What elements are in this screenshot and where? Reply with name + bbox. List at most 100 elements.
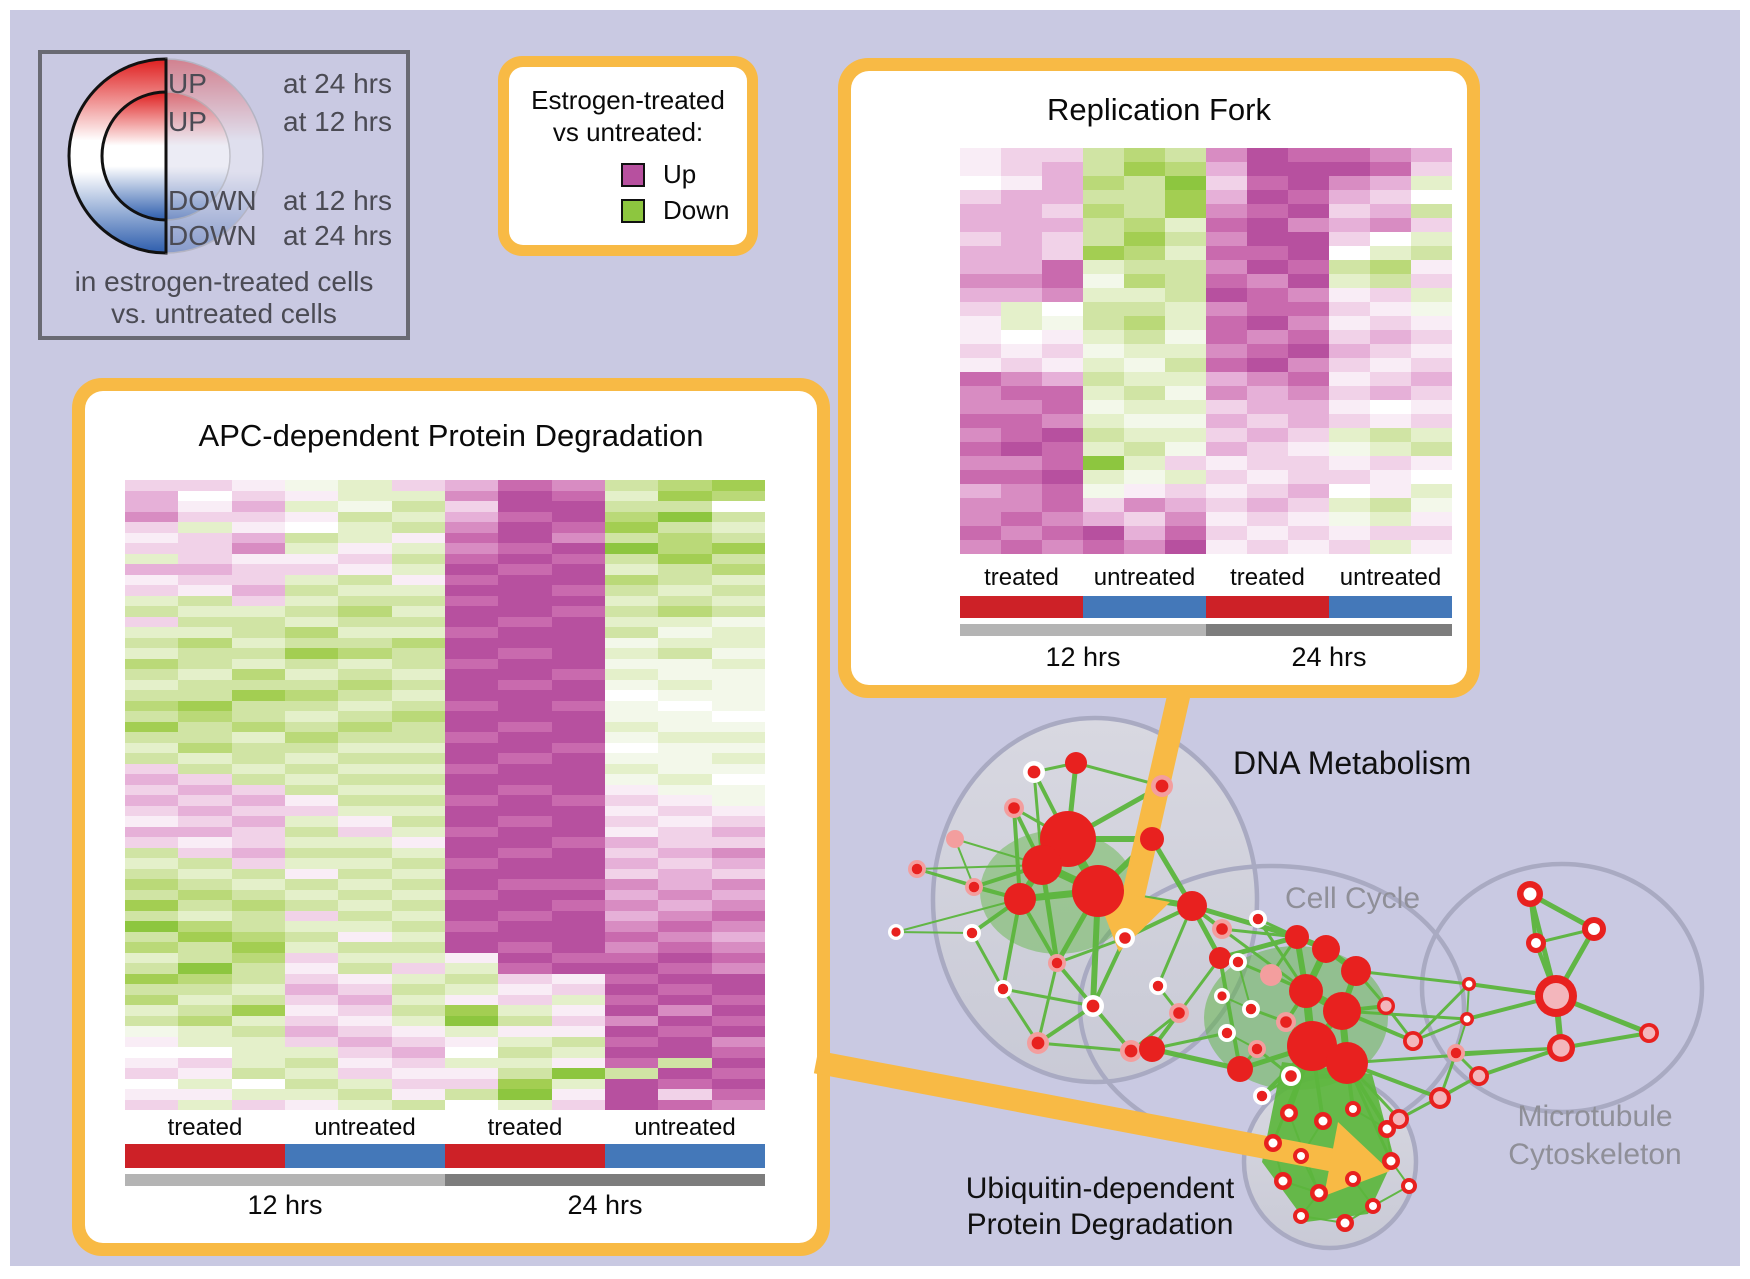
- heatmap-cell: [338, 963, 392, 974]
- heatmap-cell: [551, 994, 605, 1005]
- network-edge: [1308, 1007, 1346, 1050]
- heatmap-cell: [1083, 386, 1124, 400]
- network-edge: [1345, 1061, 1393, 1163]
- heatmap-cell: [284, 858, 339, 869]
- heatmap-cell: [284, 1036, 339, 1047]
- heatmap-cell: [125, 889, 179, 900]
- heatmap-cell: [1370, 218, 1411, 232]
- heatmap-cell: [1411, 162, 1452, 176]
- heatmap-cell: [551, 700, 605, 711]
- heatmap-cell: [1083, 456, 1124, 470]
- network-edge: [954, 838, 1043, 866]
- heatmap-cell: [1001, 470, 1042, 484]
- heatmap-cell: [231, 826, 285, 837]
- direction-label: DOWN: [168, 220, 257, 251]
- inner-ring-left-saturated: [100, 90, 168, 222]
- heatmap-cell: [125, 900, 179, 911]
- heatmap-cell: [604, 522, 659, 533]
- heatmap-cell: [1042, 176, 1083, 190]
- heatmap-cell: [604, 931, 659, 942]
- network-node: [1031, 1036, 1045, 1050]
- heatmap-cell: [498, 522, 552, 533]
- heatmap-cell: [178, 543, 232, 554]
- heatmap-cell: [1083, 512, 1124, 526]
- heatmap-cell: [1288, 260, 1329, 274]
- heatmap-cell: [1411, 386, 1452, 400]
- network-edge: [1237, 1043, 1315, 1072]
- heatmap-cell: [178, 511, 232, 522]
- heatmap-cell: [604, 721, 659, 732]
- heatmap-cell: [498, 669, 552, 680]
- heatmap-cell: [338, 816, 392, 827]
- network-edge: [970, 897, 1022, 935]
- heatmap-cell: [498, 532, 552, 543]
- heatmap-cell: [960, 148, 1001, 162]
- heatmap-cell: [391, 1015, 445, 1026]
- figure-background: UP at 24 hrs UP at 12 hrs DOWN at 12 hrs…: [10, 10, 1740, 1266]
- heatmap-cell: [444, 973, 499, 984]
- heatmap-cell: [178, 816, 232, 827]
- network-edge: [1032, 761, 1078, 774]
- heatmap-cell: [960, 162, 1001, 176]
- heatmap-cell: [658, 973, 712, 984]
- heatmap-cell: [1206, 330, 1247, 344]
- heatmap-cell: [178, 627, 232, 638]
- heatmap-cell: [1206, 470, 1247, 484]
- heatmap-cell: [1124, 176, 1165, 190]
- heatmap-cell: [1411, 316, 1452, 330]
- network-edge: [1288, 1112, 1320, 1194]
- heatmap-cell: [391, 574, 445, 585]
- heatmap-cell: [1329, 512, 1370, 526]
- heatmap-cell: [1165, 190, 1206, 204]
- heatmap-cell: [231, 637, 285, 648]
- heatmap-cell: [711, 753, 765, 764]
- heatmap-cell: [284, 700, 339, 711]
- heatmap-cell: [711, 795, 765, 806]
- heatmap-cell: [1124, 218, 1165, 232]
- heatmap-cell: [125, 543, 179, 554]
- time-bar-12hrs: [960, 624, 1206, 636]
- heatmap-cell: [1329, 470, 1370, 484]
- heatmap-cell: [604, 511, 659, 522]
- heatmap-cell: [1083, 176, 1124, 190]
- network-edge: [1156, 904, 1194, 988]
- heatmap-cell: [551, 648, 605, 659]
- replication-time-labels: 12 hrs 24 hrs: [960, 642, 1452, 672]
- heatmap-cell: [444, 889, 499, 900]
- heatmap-cell: [498, 1036, 552, 1047]
- network-edge: [1255, 1047, 1293, 1078]
- heatmap-cell: [711, 669, 765, 680]
- heatmap-cell: [391, 532, 445, 543]
- heatmap-cell: [231, 795, 285, 806]
- heatmap-cell: [1370, 162, 1411, 176]
- heatmap-cell: [178, 994, 232, 1005]
- heatmap-cell: [1370, 386, 1411, 400]
- network-edge: [1238, 1047, 1259, 1071]
- heatmap-cell: [178, 942, 232, 953]
- network-edge: [1129, 1047, 1154, 1053]
- heatmap-cell: [231, 553, 285, 564]
- time-label: at 12 hrs: [283, 106, 392, 137]
- heatmap-cell: [498, 627, 552, 638]
- heatmap-cell: [604, 595, 659, 606]
- legend-item-down: Down: [621, 195, 729, 226]
- heatmap-cell: [1165, 218, 1206, 232]
- heatmap-cell: [1124, 498, 1165, 512]
- heatmap-cell: [658, 963, 712, 974]
- heatmap-cell: [125, 1068, 179, 1079]
- heatmap-cell: [1165, 260, 1206, 274]
- heatmap-cell: [231, 994, 285, 1005]
- network-node: [1027, 765, 1041, 779]
- heatmap-cell: [1288, 456, 1329, 470]
- network-edge: [1553, 926, 1597, 999]
- network-node-ring: [1345, 1171, 1361, 1187]
- network-edge: [1477, 1046, 1563, 1078]
- heatmap-cell: [604, 805, 659, 816]
- heatmap-cell: [1083, 498, 1124, 512]
- heatmap-cell: [125, 942, 179, 953]
- heatmap-cell: [498, 1089, 552, 1100]
- network-edge: [1001, 987, 1040, 1045]
- network-edge: [1220, 927, 1308, 993]
- network-edge: [1149, 836, 1195, 909]
- heatmap-cell: [338, 595, 392, 606]
